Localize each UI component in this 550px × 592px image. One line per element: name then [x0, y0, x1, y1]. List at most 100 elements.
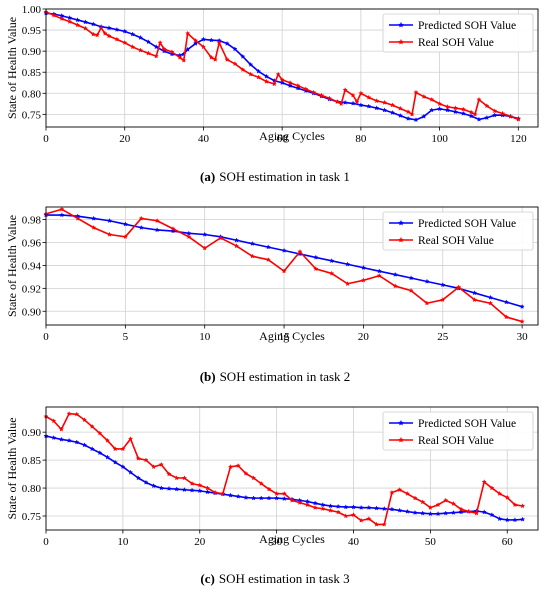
y-tick-label: 0.90: [22, 46, 42, 58]
data-point: [320, 502, 326, 508]
data-point: [59, 212, 65, 218]
data-point: [458, 509, 464, 515]
data-point: [258, 495, 264, 501]
data-point: [233, 243, 240, 249]
data-point: [240, 53, 246, 59]
data-point: [98, 25, 104, 31]
legend-marker: [398, 236, 404, 243]
data-point: [204, 485, 211, 491]
data-point: [374, 105, 380, 111]
data-point: [413, 117, 419, 123]
data-point: [389, 109, 395, 115]
data-point: [248, 71, 254, 77]
data-point: [67, 18, 73, 24]
data-point: [154, 218, 160, 223]
data-point: [81, 417, 88, 423]
data-point: [342, 99, 348, 105]
data-point: [174, 475, 180, 481]
data-point: [274, 490, 280, 496]
data-point: [492, 108, 498, 114]
data-point: [456, 284, 462, 290]
data-point: [158, 485, 164, 491]
data-point: [503, 299, 509, 305]
x-tick-label: 25: [437, 331, 449, 343]
data-point: [181, 475, 187, 481]
data-point: [186, 234, 192, 239]
data-point: [281, 495, 287, 501]
data-point: [443, 510, 449, 516]
data-point: [512, 502, 518, 508]
data-point: [460, 106, 466, 112]
data-point: [90, 31, 96, 37]
data-point: [343, 504, 349, 510]
data-point: [255, 68, 262, 74]
y-tick-label: 0.90: [22, 306, 42, 318]
data-point: [220, 490, 226, 496]
data-point: [471, 297, 478, 303]
chart-panel-1: 0 20 40 60 80 100 120 0.75 0.80 0.85 0.90 0.95 1.00 A…: [5, 4, 539, 184]
data-point: [499, 110, 506, 116]
legend-label: Real SOH Value: [418, 235, 494, 247]
legend-box: [382, 13, 534, 53]
data-point: [354, 98, 360, 104]
data-point: [122, 28, 128, 34]
data-point: [224, 40, 230, 46]
data-point: [200, 44, 207, 50]
data-point: [145, 50, 151, 56]
data-point: [476, 96, 482, 102]
data-point: [366, 103, 372, 109]
legend-label: Real SOH Value: [418, 37, 494, 49]
data-point: [413, 89, 419, 95]
data-point: [320, 506, 326, 511]
data-point: [130, 44, 136, 50]
data-point: [58, 426, 64, 432]
data-point: [303, 86, 309, 92]
y-tick-label: 1.00: [22, 4, 42, 16]
x-tick-label: 10: [117, 536, 129, 548]
data-point: [271, 81, 277, 87]
data-point: [334, 98, 340, 104]
data-point: [358, 517, 364, 523]
data-point: [408, 275, 414, 281]
x-tick-label: 120: [510, 133, 527, 145]
y-tick-label: 0.94: [22, 260, 42, 272]
x-tick-label: 20: [119, 133, 131, 145]
data-point: [397, 105, 403, 111]
x-tick-label: 10: [199, 331, 211, 343]
x-tick-label: 40: [348, 536, 360, 548]
data-point: [350, 512, 357, 518]
legend-box: [382, 211, 534, 251]
x-tick-label: 50: [425, 536, 437, 548]
data-point: [127, 469, 134, 475]
caption-text: SOH estimation in task 2: [220, 369, 351, 384]
data-point: [329, 270, 335, 276]
caption-text: SOH estimation in task 1: [219, 169, 350, 184]
data-point: [157, 39, 163, 45]
data-point: [350, 92, 356, 98]
data-point: [275, 71, 281, 77]
data-point: [366, 516, 372, 522]
data-point: [51, 435, 57, 440]
data-point: [444, 104, 451, 109]
chart-panel-2: 0 5 10 15 20 25 30 0.90 0.92 0.94 0.96 0.98 Aging Cy…: [5, 206, 539, 384]
data-point: [89, 423, 95, 429]
data-point: [420, 499, 426, 505]
data-point: [440, 297, 446, 303]
data-point: [250, 475, 257, 481]
y-tick-label: 0.75: [22, 109, 42, 121]
legend-label: Predicted SOH Value: [418, 20, 516, 32]
data-point: [217, 235, 224, 241]
data-point: [460, 110, 466, 116]
x-tick-label: 15: [279, 331, 291, 343]
data-point: [427, 511, 433, 516]
data-point: [174, 486, 180, 492]
data-point: [520, 503, 526, 509]
legend-label: Real SOH Value: [418, 435, 494, 447]
y-tick-label: 0.96: [22, 238, 42, 250]
data-point: [468, 113, 474, 119]
data-point: [197, 482, 203, 488]
data-point: [421, 93, 427, 99]
data-point: [412, 495, 418, 501]
data-point: [476, 116, 482, 122]
y-tick-label: 0.80: [22, 88, 42, 100]
